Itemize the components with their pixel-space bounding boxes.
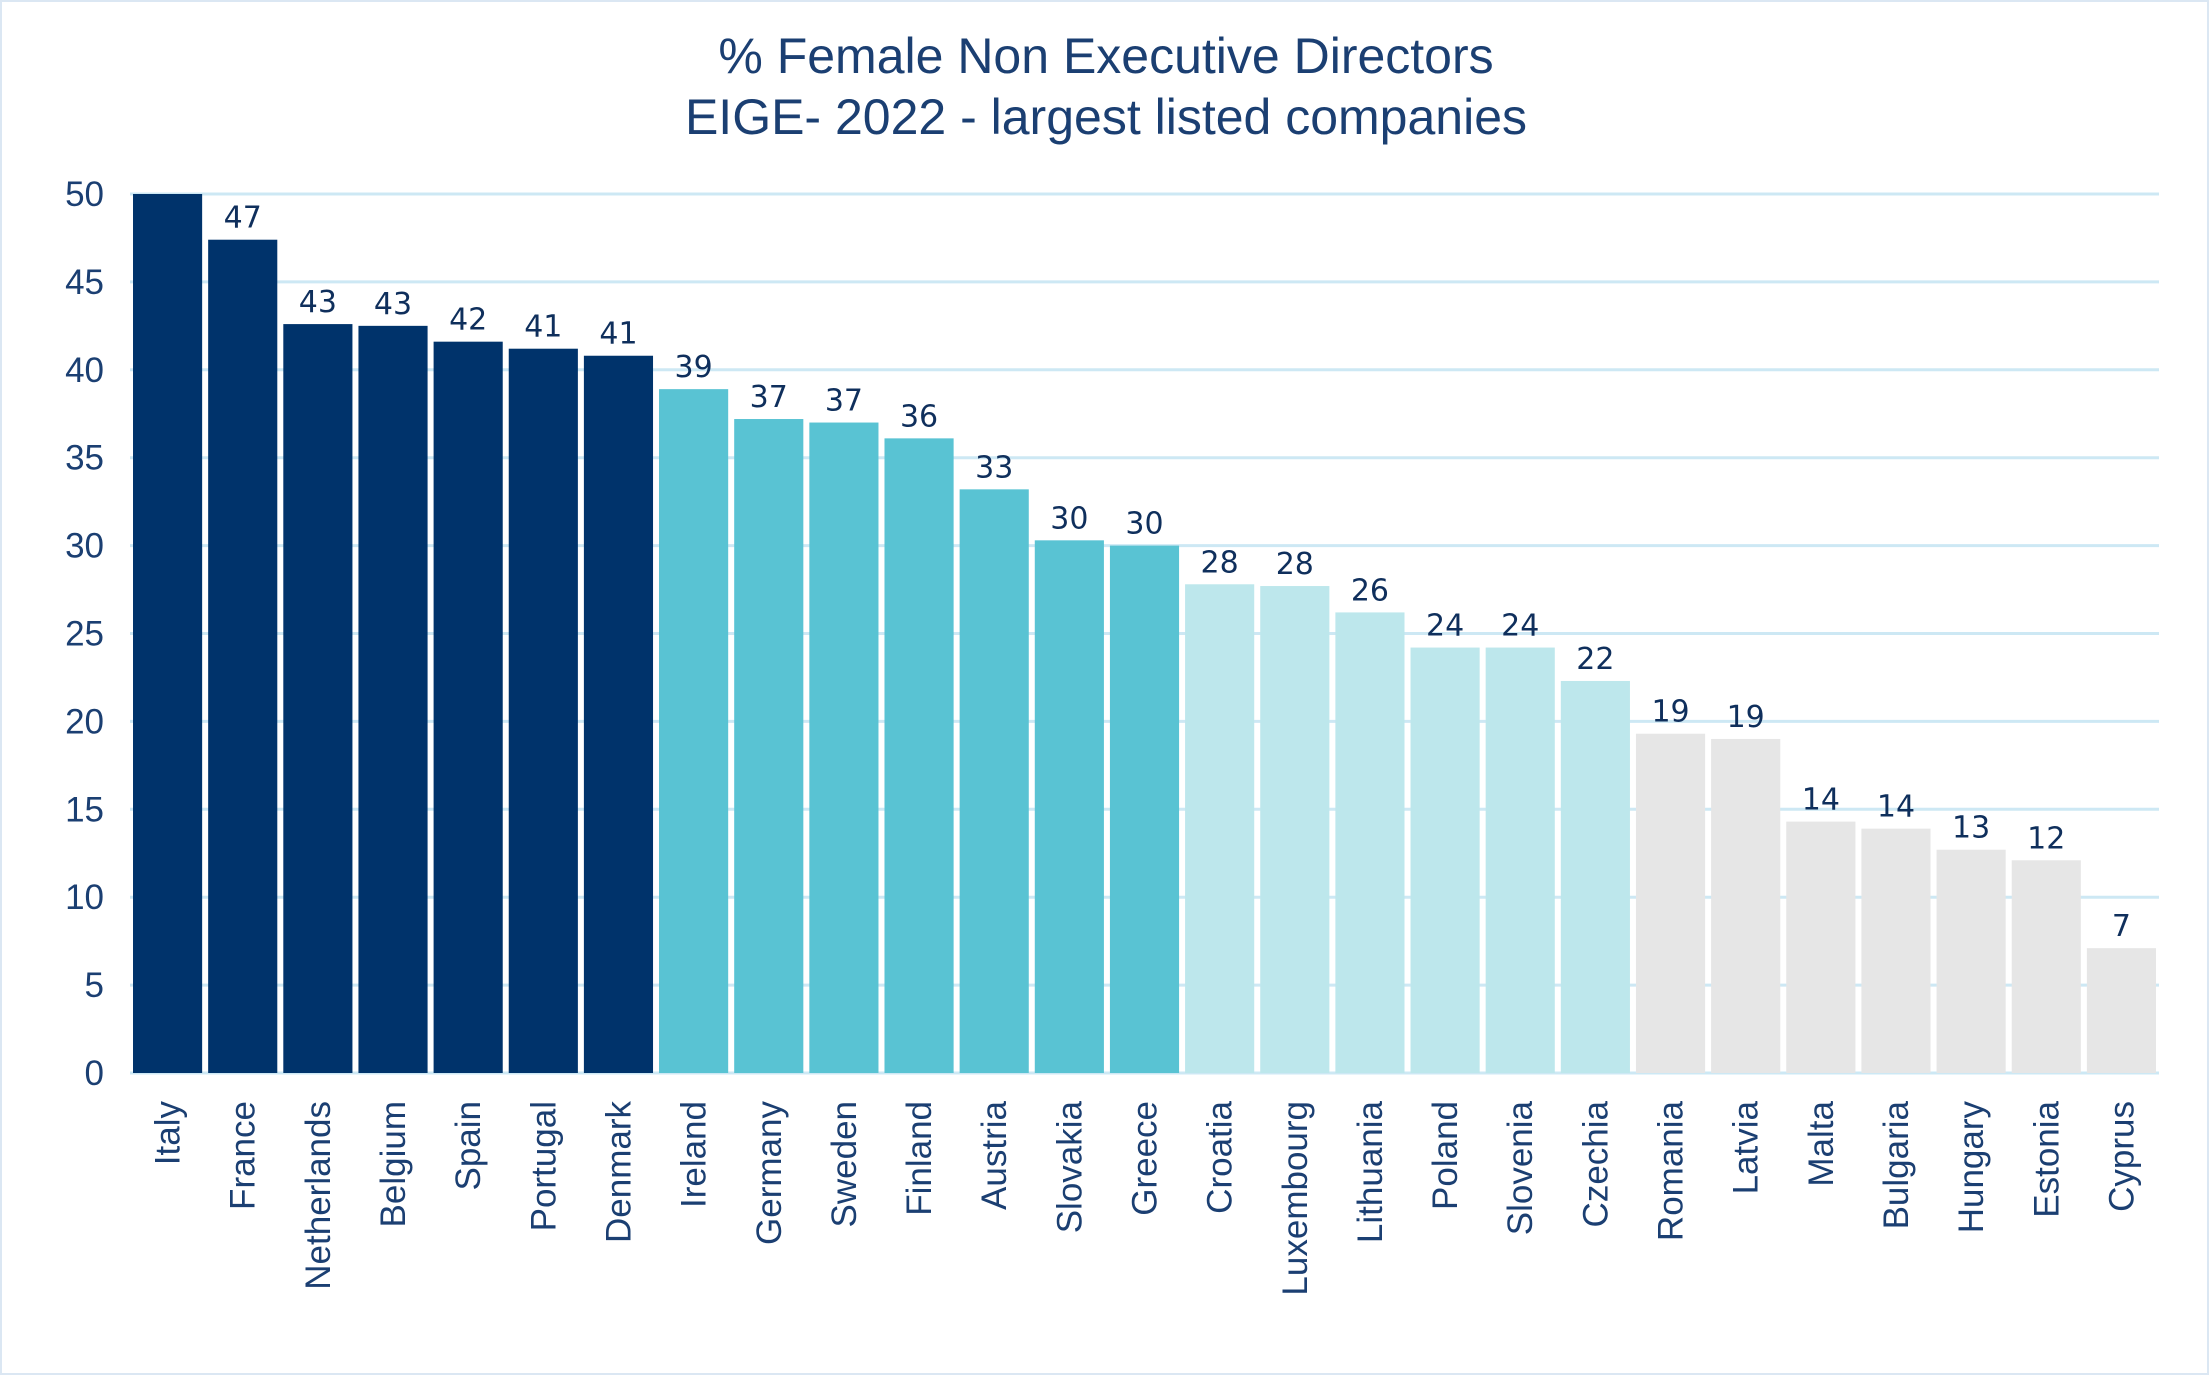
y-tick-label: 50 [65, 175, 104, 214]
data-label: 14 [1877, 790, 1915, 825]
x-tick-label: Greece [1126, 1101, 1165, 1216]
data-label: 22 [1576, 642, 1614, 677]
x-axis-ticks: Italy France Netherlands Belgium Spain Portug… [149, 1100, 2142, 1295]
data-label: 28 [1276, 547, 1314, 582]
y-tick-label: 10 [65, 878, 104, 917]
data-label: 7 [2112, 909, 2131, 944]
x-tick-label: Finland [900, 1101, 939, 1216]
bar-greece [1109, 545, 1180, 1073]
bar-portugal [508, 348, 578, 1074]
bar-cyprus [2086, 948, 2156, 1073]
bar-croatia [1185, 584, 1255, 1073]
x-tick-label: Czechia [1576, 1100, 1615, 1227]
data-label: 39 [675, 350, 713, 385]
bar-estonia [2011, 860, 2081, 1073]
data-label: 41 [599, 317, 637, 352]
x-tick-label: Luxembourg [1276, 1101, 1315, 1296]
x-tick-label: Cyprus [2102, 1101, 2141, 1212]
data-label: 43 [299, 285, 337, 320]
data-label: 19 [1651, 695, 1689, 730]
x-tick-label: Germany [750, 1101, 789, 1245]
x-tick-label: Slovakia [1050, 1100, 1089, 1233]
bar-france [208, 239, 278, 1073]
x-tick-label: Portugal [524, 1101, 563, 1231]
bar-netherlands [283, 324, 353, 1073]
bar-germany [734, 419, 804, 1073]
x-tick-label: Latvia [1727, 1100, 1766, 1194]
y-tick-label: 25 [65, 615, 104, 654]
bar-finland [884, 438, 954, 1073]
bars [133, 194, 2156, 1074]
bar-spain [433, 341, 503, 1073]
y-tick-label: 5 [85, 966, 104, 1005]
data-label: 24 [1501, 609, 1539, 644]
bar-ireland [659, 389, 729, 1073]
bar-luxembourg [1260, 586, 1330, 1073]
x-tick-label: Denmark [599, 1101, 638, 1243]
chart-subtitle: EIGE- 2022 - largest listed companies [685, 89, 1527, 145]
y-tick-label: 15 [65, 790, 104, 829]
bar-slovenia [1485, 647, 1555, 1073]
data-label: 43 [374, 287, 412, 322]
x-tick-label: Netherlands [299, 1101, 338, 1290]
data-label: 37 [750, 380, 788, 415]
bar-denmark [583, 355, 654, 1074]
bar-bulgaria [1861, 828, 1931, 1073]
data-label: 13 [1952, 811, 1990, 846]
bar-romania [1635, 733, 1706, 1073]
data-label: 26 [1351, 573, 1389, 608]
bar-poland [1410, 647, 1480, 1073]
x-tick-label: Estonia [2027, 1100, 2066, 1217]
y-tick-label: 35 [65, 439, 104, 478]
data-label: 30 [1050, 501, 1088, 536]
data-label: 36 [900, 399, 938, 434]
bar-lithuania [1335, 612, 1405, 1073]
data-label: 24 [1426, 609, 1464, 644]
data-label: 30 [1125, 507, 1163, 542]
x-tick-label: Italy [149, 1101, 188, 1166]
data-label: 41 [524, 310, 562, 345]
data-label: 14 [1802, 783, 1840, 818]
bar-hungary [1936, 849, 2006, 1073]
x-tick-label: Lithuania [1351, 1100, 1390, 1243]
y-tick-label: 0 [85, 1054, 104, 1093]
data-label: 19 [1727, 700, 1765, 735]
x-tick-label: Belgium [374, 1101, 413, 1227]
bar-latvia [1711, 738, 1781, 1073]
y-tick-label: 45 [65, 263, 104, 302]
x-tick-label: Croatia [1201, 1100, 1240, 1213]
x-tick-label: Romania [1652, 1100, 1691, 1241]
bar-slovakia [1034, 540, 1104, 1073]
data-label: 47 [224, 201, 262, 236]
bar-italy [133, 194, 203, 1073]
data-label: 42 [449, 303, 487, 338]
y-axis-ticks: 0 5 10 15 20 25 30 35 40 45 50 [65, 175, 104, 1093]
y-tick-label: 30 [65, 527, 104, 566]
data-label: 37 [825, 384, 863, 419]
x-tick-label: Poland [1426, 1101, 1465, 1210]
x-tick-label: Malta [1802, 1100, 1841, 1186]
bar-czechia [1560, 680, 1630, 1073]
chart-title: % Female Non Executive Directors [718, 28, 1493, 84]
data-labels: 47 43 43 42 41 41 39 37 37 36 33 30 30 28 28 26 24 24 22 19… [224, 201, 2131, 944]
bar-malta [1786, 821, 1856, 1073]
data-label: 12 [2027, 821, 2065, 856]
x-tick-label: France [224, 1101, 263, 1210]
bar-belgium [358, 325, 428, 1074]
data-label: 33 [975, 450, 1013, 485]
bar-sweden [809, 422, 879, 1073]
x-tick-label: Hungary [1952, 1101, 1991, 1234]
x-tick-label: Ireland [675, 1101, 714, 1208]
x-tick-label: Spain [449, 1101, 488, 1191]
x-tick-label: Austria [975, 1100, 1014, 1209]
x-tick-label: Sweden [825, 1101, 864, 1227]
data-label: 28 [1201, 545, 1239, 580]
x-tick-label: Bulgaria [1877, 1100, 1916, 1229]
y-tick-label: 20 [65, 702, 104, 741]
y-tick-label: 40 [65, 351, 104, 390]
x-tick-label: Slovenia [1501, 1100, 1540, 1235]
bar-austria [959, 489, 1029, 1073]
